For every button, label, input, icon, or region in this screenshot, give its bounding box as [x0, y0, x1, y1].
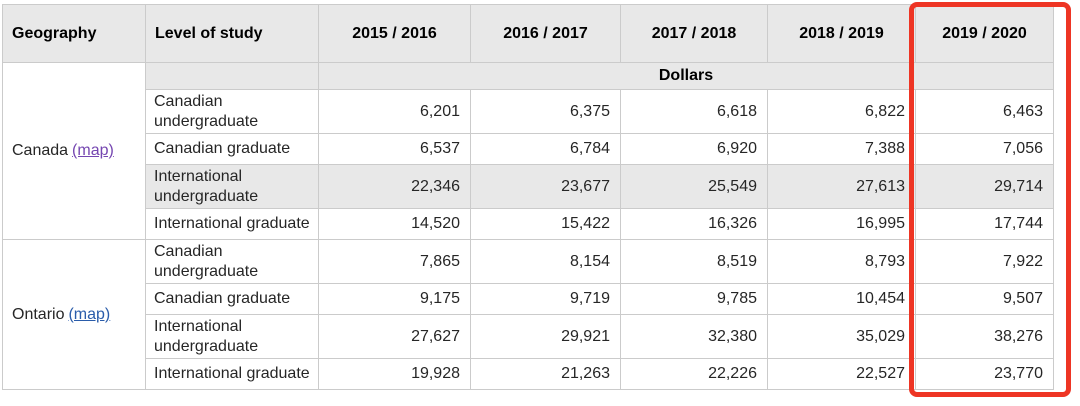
value-cell: 16,326 — [620, 208, 768, 240]
value-cell: 7,865 — [318, 239, 471, 284]
value-cell: 35,029 — [767, 314, 916, 359]
table-row-ontario-international-graduate: International graduate 19,928 21,263 22,… — [3, 358, 1054, 390]
table-row-ontario-canadian-undergraduate: Ontario (map) Canadian undergraduate 7,86… — [2, 239, 1054, 390]
table-row-ontario-international-undergraduate: International undergraduate 27,627 29,92… — [3, 314, 1054, 359]
value-cell: 9,719 — [470, 283, 621, 315]
value-cell: 9,175 — [318, 283, 471, 315]
value-cell: 29,714 — [915, 164, 1054, 209]
col-header-year-2019-2020: 2019 / 2020 — [915, 4, 1054, 63]
value-cell: 7,056 — [915, 133, 1054, 165]
table-row-canada-canadian-undergraduate: Canadian undergraduate 6,201 6,375 6,618… — [3, 89, 1054, 134]
value-cell: 19,928 — [318, 358, 471, 390]
value-cell: 22,346 — [318, 164, 471, 209]
col-header-year-2018-2019: 2018 / 2019 — [767, 4, 916, 63]
value-cell: 23,677 — [470, 164, 621, 209]
level-cell: Canadian graduate — [145, 133, 319, 165]
value-cell: 6,822 — [767, 89, 916, 134]
level-cell: Canadian graduate — [145, 283, 319, 315]
value-cell: 6,618 — [620, 89, 768, 134]
value-cell: 8,793 — [767, 239, 916, 284]
col-header-year-2015-2016: 2015 / 2016 — [318, 4, 471, 63]
table-row-canada-canadian-graduate: Canadian graduate 6,537 6,784 6,920 7,38… — [3, 133, 1054, 165]
value-cell: 6,784 — [470, 133, 621, 165]
value-cell: 6,537 — [318, 133, 471, 165]
value-cell: 7,922 — [915, 239, 1054, 284]
geography-label-ontario: Ontario — [12, 305, 65, 323]
value-cell: 9,785 — [620, 283, 768, 315]
units-spacer-cell — [145, 62, 319, 90]
value-cell: 29,921 — [470, 314, 621, 359]
level-cell: International undergraduate — [145, 164, 319, 209]
value-cell: 9,507 — [915, 283, 1054, 315]
value-cell: 15,422 — [470, 208, 621, 240]
value-cell: 27,627 — [318, 314, 471, 359]
col-header-level-of-study: Level of study — [145, 4, 319, 63]
value-cell: 32,380 — [620, 314, 768, 359]
value-cell: 22,527 — [767, 358, 916, 390]
level-cell: International graduate — [145, 208, 319, 240]
geography-cell-ontario: Ontario (map) — [2, 239, 146, 390]
value-cell: 6,375 — [470, 89, 621, 134]
geography-label-canada: Canada — [12, 142, 69, 159]
level-cell: International graduate — [145, 358, 319, 390]
table-row-canada-international-graduate: International graduate 14,520 15,422 16,… — [3, 208, 1054, 240]
value-cell: 6,201 — [318, 89, 471, 134]
value-cell: 14,520 — [318, 208, 471, 240]
tuition-fees-table: Geography Level of study 2015 / 2016 201… — [2, 4, 1054, 390]
value-cell: 7,388 — [767, 133, 916, 165]
value-cell: 8,154 — [470, 239, 621, 284]
value-cell: 8,519 — [620, 239, 768, 284]
value-cell: 21,263 — [470, 358, 621, 390]
value-cell: 38,276 — [915, 314, 1054, 359]
value-cell: 6,463 — [915, 89, 1054, 134]
units-label: Dollars — [318, 62, 1054, 90]
level-cell: International undergraduate — [145, 314, 319, 359]
col-header-year-2016-2017: 2016 / 2017 — [470, 4, 621, 63]
value-cell: 17,744 — [915, 208, 1054, 240]
level-cell: Canadian undergraduate — [145, 239, 319, 284]
table-row-ontario-canadian-graduate: Canadian graduate 9,175 9,719 9,785 10,4… — [3, 283, 1054, 315]
header-row: Geography Level of study 2015 / 2016 201… — [2, 4, 1054, 63]
ontario-map-link[interactable]: (map) — [68, 305, 111, 323]
units-row: Canada (map) Dollars — [2, 62, 1054, 240]
col-header-year-2017-2018: 2017 / 2018 — [620, 4, 768, 63]
value-cell: 27,613 — [767, 164, 916, 209]
col-header-geography: Geography — [2, 4, 146, 63]
geography-cell-canada: Canada (map) — [2, 62, 146, 240]
table-row-canada-international-undergraduate: International undergraduate 22,346 23,67… — [3, 164, 1054, 209]
value-cell: 6,920 — [620, 133, 768, 165]
value-cell: 25,549 — [620, 164, 768, 209]
value-cell: 16,995 — [767, 208, 916, 240]
value-cell: 10,454 — [767, 283, 916, 315]
canada-map-link[interactable]: (map) — [72, 142, 114, 159]
level-cell: Canadian undergraduate — [145, 89, 319, 134]
value-cell: 22,226 — [620, 358, 768, 390]
value-cell: 23,770 — [915, 358, 1054, 390]
